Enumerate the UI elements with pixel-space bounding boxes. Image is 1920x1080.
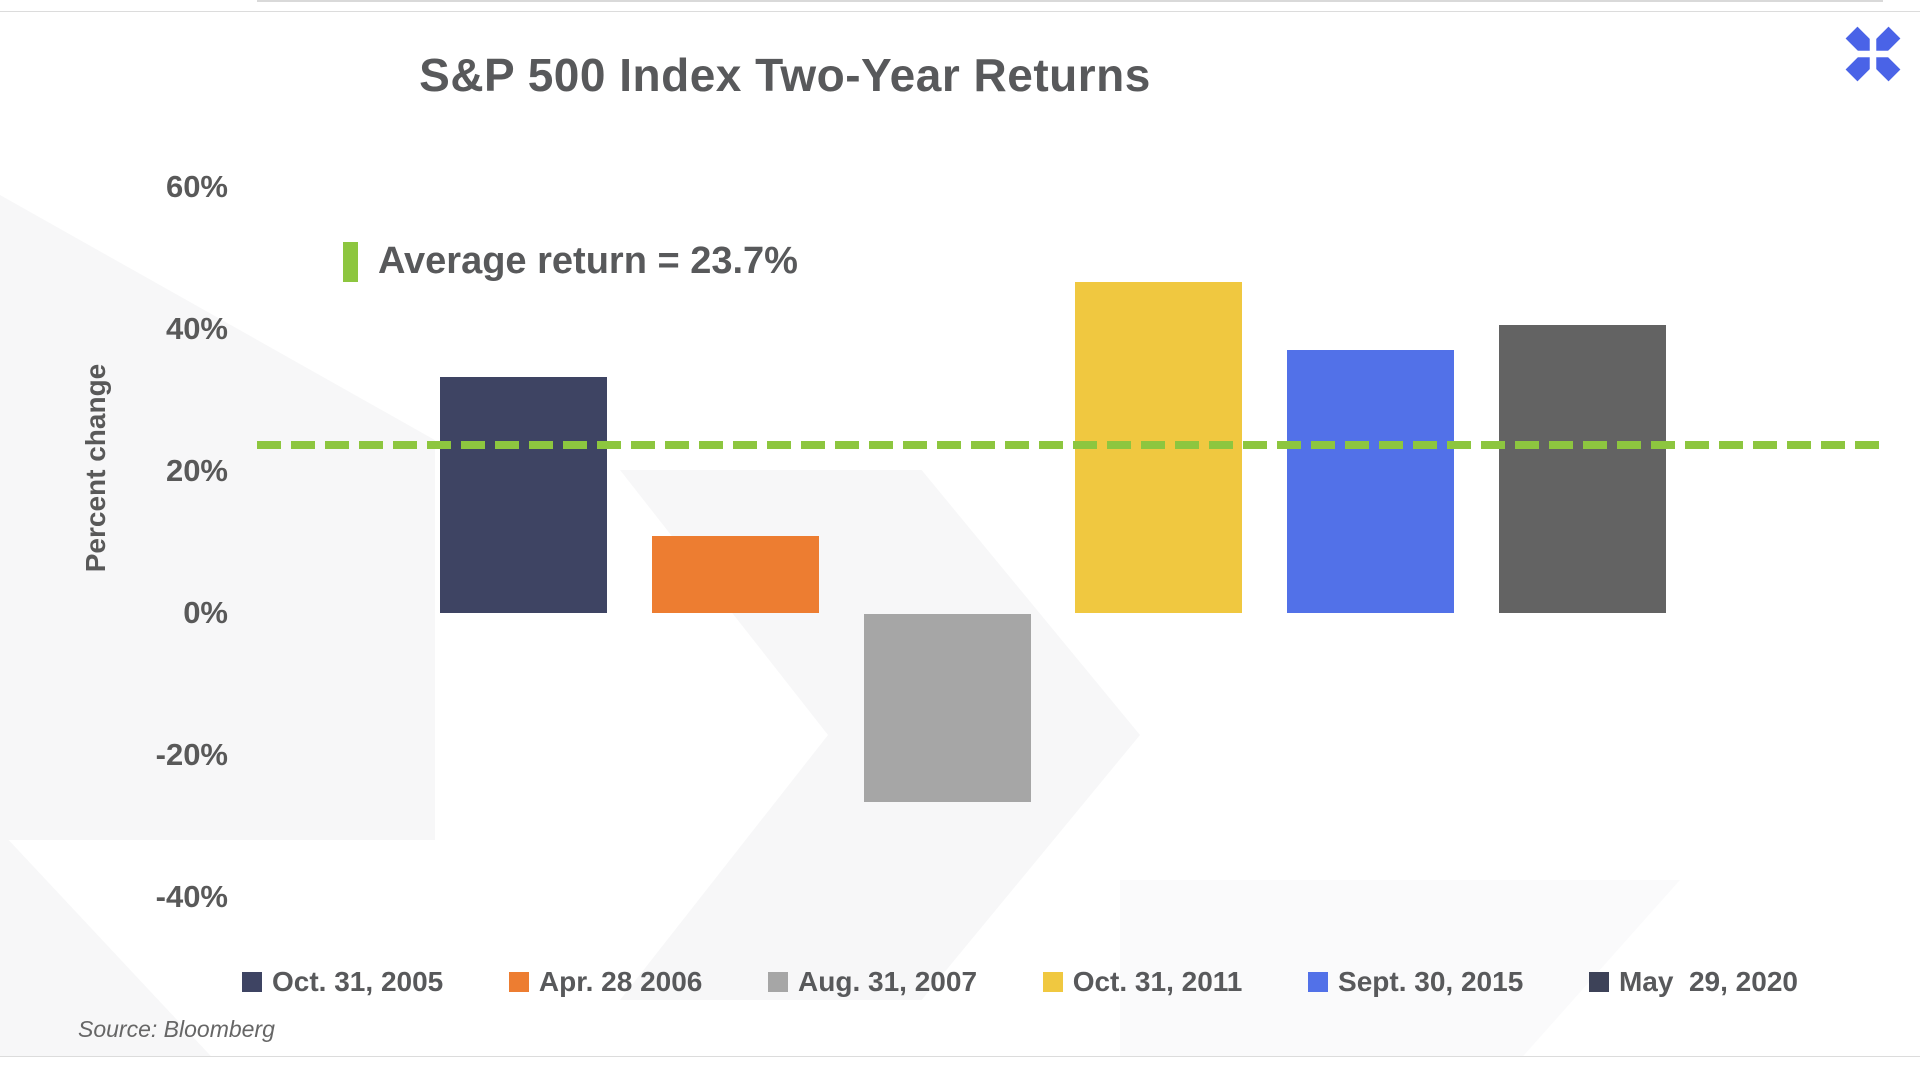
bar-Apr. 28 2006 bbox=[652, 536, 819, 613]
bottom-divider-line bbox=[0, 1056, 1920, 1057]
bar-May 29, 2020 bbox=[1499, 325, 1666, 613]
bar-Sept. 30, 2015 bbox=[1287, 350, 1454, 613]
y-tick-20%: 20% bbox=[165, 453, 228, 488]
y-tick--40%: -40% bbox=[155, 879, 228, 914]
legend-item-Aug. 31, 2007: Aug. 31, 2007 bbox=[768, 966, 977, 998]
chart-title: S&P 500 Index Two-Year Returns bbox=[419, 49, 1151, 101]
zero-gridline bbox=[257, 0, 1883, 2]
top-divider-line bbox=[0, 11, 1920, 12]
legend-label: Oct. 31, 2005 bbox=[272, 966, 444, 997]
bar-Aug. 31, 2007 bbox=[864, 614, 1031, 802]
legend: Oct. 31, 2005 Apr. 28 2006 Aug. 31, 2007 Oc… bbox=[242, 966, 1798, 998]
legend-item-May 29, 2020: May 29, 2020 bbox=[1588, 966, 1798, 998]
legend-label: Aug. 31, 2007 bbox=[798, 966, 978, 997]
legend-item-Oct. 31, 2011: Oct. 31, 2011 bbox=[1042, 966, 1243, 998]
legend-swatch-icon bbox=[1308, 972, 1329, 992]
legend-label: May 29, 2020 bbox=[1618, 966, 1798, 997]
bar-Oct. 31, 2005 bbox=[440, 377, 607, 613]
brand-x-logo-icon bbox=[1845, 26, 1901, 82]
legend-swatch-icon bbox=[768, 972, 789, 992]
average-return-marker-icon bbox=[343, 241, 358, 282]
legend-label: Apr. 28 2006 bbox=[538, 966, 703, 997]
legend-label: Sept. 30, 2015 bbox=[1338, 966, 1524, 997]
average-return-dashed-line bbox=[257, 441, 1883, 449]
y-tick-0%: 0% bbox=[183, 595, 228, 630]
legend-swatch-icon bbox=[242, 972, 262, 992]
average-return-annotation: Average return = 23.7% bbox=[343, 240, 798, 283]
legend-label: Oct. 31, 2011 bbox=[1072, 966, 1243, 997]
legend-swatch-icon bbox=[1042, 972, 1063, 992]
legend-item-Oct. 31, 2005: Oct. 31, 2005 bbox=[242, 966, 443, 998]
legend-item-Sept. 30, 2015: Sept. 30, 2015 bbox=[1308, 966, 1523, 998]
legend-item-Apr. 28 2006: Apr. 28 2006 bbox=[508, 966, 703, 998]
legend-swatch-icon bbox=[508, 972, 529, 992]
y-tick--20%: -20% bbox=[155, 737, 228, 772]
legend-swatch-icon bbox=[1588, 972, 1609, 992]
source-credit: Source: Bloomberg bbox=[78, 1016, 275, 1042]
y-tick-60%: 60% bbox=[165, 169, 228, 204]
y-tick-40%: 40% bbox=[165, 311, 228, 346]
average-return-text: Average return = 23.7% bbox=[378, 240, 798, 282]
